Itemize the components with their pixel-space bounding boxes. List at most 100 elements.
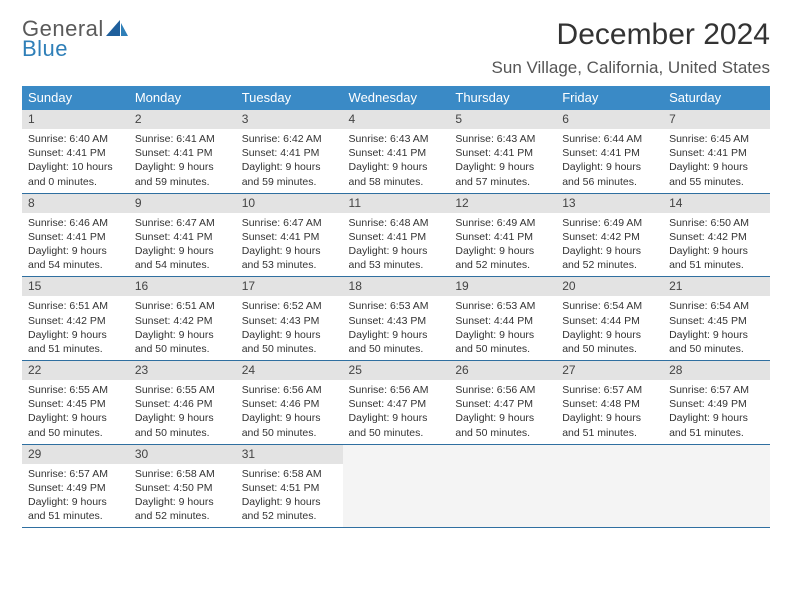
sunrise-line: Sunrise: 6:50 AM	[669, 217, 749, 229]
sunset-line: Sunset: 4:41 PM	[455, 147, 533, 159]
daylight-line: Daylight: 9 hours and 50 minutes.	[349, 329, 428, 355]
logo-text-bottom: Blue	[22, 38, 68, 60]
day-number: 15	[22, 277, 129, 296]
calendar-day-cell: 28Sunrise: 6:57 AMSunset: 4:49 PMDayligh…	[663, 361, 770, 445]
day-info: Sunrise: 6:53 AMSunset: 4:44 PMDaylight:…	[449, 296, 556, 360]
sunset-line: Sunset: 4:41 PM	[669, 147, 747, 159]
calendar-day-cell: 15 Sunrise: 6:51 AM Sunset: 4:42 PM Dayligh…	[22, 277, 129, 361]
calendar-day-cell: 2Sunrise: 6:41 AMSunset: 4:41 PMDaylight…	[129, 110, 236, 193]
sunset-line: Sunset: 4:46 PM	[242, 398, 320, 410]
daylight-line: Daylight: 9 hours and 51 minutes.	[562, 412, 641, 438]
title-block: December 2024 Sun Village, California, U…	[492, 18, 770, 78]
day-info: Sunrise: 6:47 AMSunset: 4:41 PMDaylight:…	[236, 213, 343, 277]
sunset-line: Sunset: 4:41 PM	[349, 231, 427, 243]
sunrise-line: Sunrise: 6:45 AM	[669, 133, 749, 145]
sunset-line: Sunset: 4:42 PM	[135, 315, 213, 327]
day-info: Sunrise: 6:48 AMSunset: 4:41 PMDaylight:…	[343, 213, 450, 277]
daylight-line: Daylight: 10 hours and 0 minutes.	[28, 161, 113, 187]
calendar-day-cell: 14Sunrise: 6:50 AMSunset: 4:42 PMDayligh…	[663, 193, 770, 277]
calendar-day-cell: 9Sunrise: 6:47 AMSunset: 4:41 PMDaylight…	[129, 193, 236, 277]
calendar-day-cell: 13Sunrise: 6:49 AMSunset: 4:42 PMDayligh…	[556, 193, 663, 277]
day-number: 3	[236, 110, 343, 129]
calendar-day-cell: 23Sunrise: 6:55 AMSunset: 4:46 PMDayligh…	[129, 361, 236, 445]
sunset-line: Sunset: 4:41 PM	[135, 231, 213, 243]
calendar-week-row: 15 Sunrise: 6:51 AM Sunset: 4:42 PM Dayligh…	[22, 277, 770, 361]
sunrise-line: Sunrise: 6:57 AM	[562, 384, 642, 396]
daylight-line: Daylight: 9 hours and 50 minutes.	[455, 412, 534, 438]
calendar-week-row: 29Sunrise: 6:57 AMSunset: 4:49 PMDayligh…	[22, 444, 770, 528]
daylight-line: Daylight: 9 hours and 52 minutes.	[135, 496, 214, 522]
sunset-line: Sunset: 4:44 PM	[562, 315, 640, 327]
calendar-day-cell: 26Sunrise: 6:56 AMSunset: 4:47 PMDayligh…	[449, 361, 556, 445]
sunrise-line: Sunrise: 6:49 AM	[455, 217, 535, 229]
daylight-line: Daylight: 9 hours and 51 minutes.	[28, 329, 107, 355]
sunrise-line: Sunrise: 6:53 AM	[349, 300, 429, 312]
daylight-line: Daylight: 9 hours and 52 minutes.	[455, 245, 534, 271]
day-number: 31	[236, 445, 343, 464]
daylight-line: Daylight: 9 hours and 59 minutes.	[135, 161, 214, 187]
day-number: 13	[556, 194, 663, 213]
sunset-line: Sunset: 4:47 PM	[349, 398, 427, 410]
calendar-day-cell: 20Sunrise: 6:54 AMSunset: 4:44 PMDayligh…	[556, 277, 663, 361]
sunset-line: Sunset: 4:44 PM	[455, 315, 533, 327]
sunset-line: Sunset: 4:42 PM	[562, 231, 640, 243]
calendar-day-cell: 27Sunrise: 6:57 AMSunset: 4:48 PMDayligh…	[556, 361, 663, 445]
daylight-line: Daylight: 9 hours and 50 minutes.	[135, 329, 214, 355]
day-info: Sunrise: 6:55 AMSunset: 4:45 PMDaylight:…	[22, 380, 129, 444]
day-number: 10	[236, 194, 343, 213]
sunrise-line: Sunrise: 6:55 AM	[28, 384, 108, 396]
day-number: 20	[556, 277, 663, 296]
calendar-day-cell: 8Sunrise: 6:46 AMSunset: 4:41 PMDaylight…	[22, 193, 129, 277]
day-number: 4	[343, 110, 450, 129]
day-info: Sunrise: 6:57 AMSunset: 4:49 PMDaylight:…	[22, 464, 129, 528]
sunset-line: Sunset: 4:50 PM	[135, 482, 213, 494]
sunset-line: Sunset: 4:41 PM	[135, 147, 213, 159]
sunset-line: Sunset: 4:45 PM	[669, 315, 747, 327]
sunset-line: Sunset: 4:47 PM	[455, 398, 533, 410]
calendar-day-cell: 11Sunrise: 6:48 AMSunset: 4:41 PMDayligh…	[343, 193, 450, 277]
day-info: Sunrise: 6:44 AMSunset: 4:41 PMDaylight:…	[556, 129, 663, 193]
sunset-line: Sunset: 4:43 PM	[349, 315, 427, 327]
day-number: 7	[663, 110, 770, 129]
daylight-line: Daylight: 9 hours and 53 minutes.	[349, 245, 428, 271]
sunrise-line: Sunrise: 6:44 AM	[562, 133, 642, 145]
sunrise-line: Sunrise: 6:58 AM	[242, 468, 322, 480]
sunrise-line: Sunrise: 6:51 AM	[28, 300, 108, 312]
sunrise-line: Sunrise: 6:43 AM	[349, 133, 429, 145]
sunrise-line: Sunrise: 6:53 AM	[455, 300, 535, 312]
calendar-day-cell: 31Sunrise: 6:58 AMSunset: 4:51 PMDayligh…	[236, 444, 343, 528]
day-number: 11	[343, 194, 450, 213]
calendar-day-cell: 17Sunrise: 6:52 AMSunset: 4:43 PMDayligh…	[236, 277, 343, 361]
daylight-line: Daylight: 9 hours and 54 minutes.	[28, 245, 107, 271]
sunset-line: Sunset: 4:51 PM	[242, 482, 320, 494]
day-info: Sunrise: 6:57 AMSunset: 4:48 PMDaylight:…	[556, 380, 663, 444]
day-number: 24	[236, 361, 343, 380]
calendar-week-row: 1Sunrise: 6:40 AMSunset: 4:41 PMDaylight…	[22, 110, 770, 193]
daylight-line: Daylight: 9 hours and 51 minutes.	[669, 245, 748, 271]
calendar-day-cell: 24Sunrise: 6:56 AMSunset: 4:46 PMDayligh…	[236, 361, 343, 445]
calendar-day-cell: 19Sunrise: 6:53 AMSunset: 4:44 PMDayligh…	[449, 277, 556, 361]
daylight-line: Daylight: 9 hours and 50 minutes.	[562, 329, 641, 355]
day-number: 25	[343, 361, 450, 380]
calendar-day-cell: 3Sunrise: 6:42 AMSunset: 4:41 PMDaylight…	[236, 110, 343, 193]
day-info: Sunrise: 6:58 AMSunset: 4:50 PMDaylight:…	[129, 464, 236, 528]
calendar-day-cell: 5Sunrise: 6:43 AMSunset: 4:41 PMDaylight…	[449, 110, 556, 193]
location-label: Sun Village, California, United States	[492, 58, 770, 78]
calendar-day-cell: 25Sunrise: 6:56 AMSunset: 4:47 PMDayligh…	[343, 361, 450, 445]
day-number: 6	[556, 110, 663, 129]
sunset-line: Sunset: 4:41 PM	[28, 231, 106, 243]
day-info: Sunrise: 6:55 AMSunset: 4:46 PMDaylight:…	[129, 380, 236, 444]
calendar-day-cell: 7Sunrise: 6:45 AMSunset: 4:41 PMDaylight…	[663, 110, 770, 193]
day-info: Sunrise: 6:41 AMSunset: 4:41 PMDaylight:…	[129, 129, 236, 193]
day-info: Sunrise: 6:56 AMSunset: 4:47 PMDaylight:…	[343, 380, 450, 444]
calendar-day-cell	[663, 444, 770, 528]
day-info: Sunrise: 6:57 AMSunset: 4:49 PMDaylight:…	[663, 380, 770, 444]
daylight-line: Daylight: 9 hours and 50 minutes.	[242, 329, 321, 355]
calendar-week-row: 22Sunrise: 6:55 AMSunset: 4:45 PMDayligh…	[22, 361, 770, 445]
sunset-line: Sunset: 4:42 PM	[28, 315, 106, 327]
daylight-line: Daylight: 9 hours and 59 minutes.	[242, 161, 321, 187]
daylight-line: Daylight: 9 hours and 50 minutes.	[242, 412, 321, 438]
calendar-day-cell: 4Sunrise: 6:43 AMSunset: 4:41 PMDaylight…	[343, 110, 450, 193]
weekday-header: Sunday	[22, 86, 129, 110]
day-number: 26	[449, 361, 556, 380]
